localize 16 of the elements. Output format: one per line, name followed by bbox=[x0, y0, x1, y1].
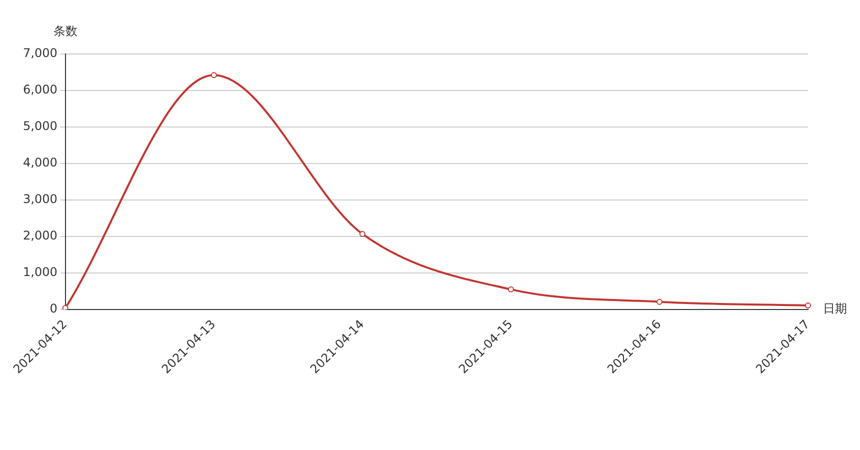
point bbox=[62, 305, 68, 310]
x-axis-title: 日期 bbox=[823, 302, 847, 316]
y-tick-label: 4,000 bbox=[22, 156, 58, 170]
y-axis-title: 条数 bbox=[53, 24, 78, 38]
y-tick-label: 3,000 bbox=[22, 192, 58, 206]
y-tick-label: 1,000 bbox=[22, 265, 58, 280]
point bbox=[359, 230, 366, 237]
point bbox=[805, 302, 811, 308]
point bbox=[508, 286, 514, 292]
y-tick-label: 2,000 bbox=[22, 228, 58, 243]
point bbox=[210, 72, 217, 78]
y-tick-label: 6,000 bbox=[22, 82, 58, 97]
y-tick-label: 7,000 bbox=[22, 46, 58, 60]
y-tick-label: 0 bbox=[50, 302, 58, 316]
point bbox=[656, 298, 662, 305]
y-tick-label: 5,000 bbox=[22, 119, 58, 134]
